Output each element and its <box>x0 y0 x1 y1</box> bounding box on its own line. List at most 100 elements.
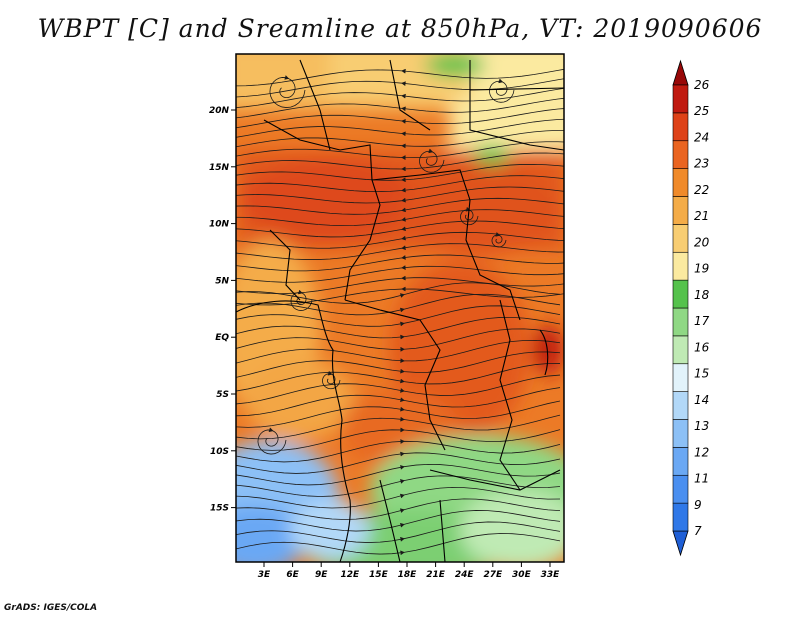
streamline-arrow <box>401 106 406 112</box>
colorbar-bin <box>672 307 689 337</box>
streamline-arrow <box>401 197 406 203</box>
streamline-arrow <box>298 289 303 295</box>
streamline-arrow <box>401 93 406 99</box>
lat-tick-label: EQ <box>215 333 229 343</box>
streamline <box>236 498 561 520</box>
streamline-arrow <box>401 68 406 74</box>
streamline-arrow <box>400 427 405 433</box>
colorbar-label: 16 <box>694 340 710 354</box>
lon-tick-label: 3E <box>258 570 271 580</box>
lon-tick-label: 9E <box>315 570 328 580</box>
streamline-arrow <box>400 416 405 422</box>
colorbar-min-triangle <box>672 530 689 557</box>
colorbar-label: 9 <box>694 498 702 512</box>
streamline-arrow <box>401 155 406 160</box>
streamline-arrow <box>400 451 405 457</box>
colorbar-bin <box>672 474 689 504</box>
streamline-arrow <box>401 245 406 250</box>
lat-tick-label: 20N <box>209 106 230 116</box>
lat-tick-label: 10N <box>209 220 230 230</box>
streamline-arrow <box>401 265 406 270</box>
lon-tick-label: 18E <box>398 570 418 580</box>
streamline-arrow <box>401 226 406 232</box>
streamline-arrow <box>401 131 406 136</box>
streamline <box>236 374 561 405</box>
streamline-arrow <box>401 166 406 172</box>
streamline <box>236 293 561 316</box>
streamline <box>236 486 561 509</box>
colorbar-bin <box>672 140 689 169</box>
streamline-arrow <box>400 550 405 555</box>
streamline-arrow <box>400 368 405 374</box>
streamline-arrow <box>401 286 406 292</box>
streamline <box>236 510 561 532</box>
colorbar-bin <box>672 84 689 114</box>
streamlines <box>236 68 564 555</box>
colorbar-bin <box>672 335 689 365</box>
colorbar-label: 11 <box>694 472 709 486</box>
streamline <box>236 521 561 543</box>
country-borders <box>236 59 564 562</box>
lon-tick-label: 33E <box>541 570 561 580</box>
wbpt-shading <box>236 54 564 562</box>
colorbar-label: 15 <box>694 367 709 381</box>
grads-credit: GrADS: IGES/COLA <box>4 603 98 613</box>
colorbar-max-triangle <box>672 59 689 86</box>
latitude-axis: 20N 15N 10N 5N EQ 5S 10S 15S <box>209 106 236 514</box>
streamline-arrow <box>400 307 405 313</box>
streamline-arrow <box>400 397 405 403</box>
streamline-arrow <box>400 522 405 528</box>
streamline <box>236 452 561 474</box>
colorbar-bin <box>672 224 689 253</box>
streamline-arrow <box>401 235 406 241</box>
colorbar-bin <box>672 112 689 142</box>
colorbar-label: 13 <box>694 419 709 433</box>
colorbar-bin <box>672 168 689 197</box>
streamline-arrow <box>400 493 405 499</box>
colorbar: 7 9 11 12 13 14 15 16 17 18 19 20 21 22 23 24 25 26 <box>672 59 710 557</box>
streamline-arrow <box>495 232 501 237</box>
streamline-arrow <box>400 334 405 340</box>
colorbar-label: 19 <box>694 262 709 276</box>
lat-tick-label: 5N <box>215 276 229 286</box>
streamline-arrow <box>400 378 405 384</box>
streamline-arrow <box>400 439 405 444</box>
longitude-axis: 3E 6E 9E 12E 15E 18E 21E 24E 27E 30E 33E <box>258 562 560 580</box>
lon-tick-label: 6E <box>286 570 299 580</box>
streamline <box>236 282 561 304</box>
colorbar-bin <box>672 251 689 281</box>
lat-tick-label: 15N <box>209 163 230 173</box>
colorbar-label: 25 <box>694 104 709 118</box>
colorbar-label: 26 <box>694 78 710 92</box>
streamline-arrow <box>400 537 405 542</box>
map-frame <box>235 53 565 563</box>
streamline <box>236 463 561 486</box>
streamline-arrow <box>401 255 406 260</box>
streamline-arrow <box>400 508 405 513</box>
streamline-arrow <box>401 207 406 213</box>
streamline-arrow <box>401 187 406 193</box>
lon-tick-label: 12E <box>340 570 360 580</box>
streamline-arrow <box>401 143 406 149</box>
colorbar-label: 23 <box>694 157 709 171</box>
streamline-arrow <box>400 479 405 484</box>
streamline-arrow <box>400 407 405 412</box>
streamline <box>236 316 561 339</box>
streamline-arrow <box>400 358 405 363</box>
colorbar-bin <box>672 391 689 420</box>
colorbar-bin <box>672 279 689 309</box>
colorbar-bin <box>672 196 689 225</box>
lat-tick-label: 10S <box>210 447 229 457</box>
streamline <box>236 414 561 440</box>
lon-tick-label: 30E <box>512 570 532 580</box>
streamline-arrow <box>401 177 406 183</box>
streamline-arrow <box>400 347 405 352</box>
streamline-arrow <box>401 119 406 124</box>
colorbar-bin <box>672 502 689 532</box>
colorbar-label: 7 <box>694 524 702 538</box>
colorbar-bin <box>672 363 689 392</box>
lon-tick-label: 21E <box>426 570 446 580</box>
lon-tick-label: 27E <box>483 570 503 580</box>
streamline-arrow <box>401 81 406 86</box>
